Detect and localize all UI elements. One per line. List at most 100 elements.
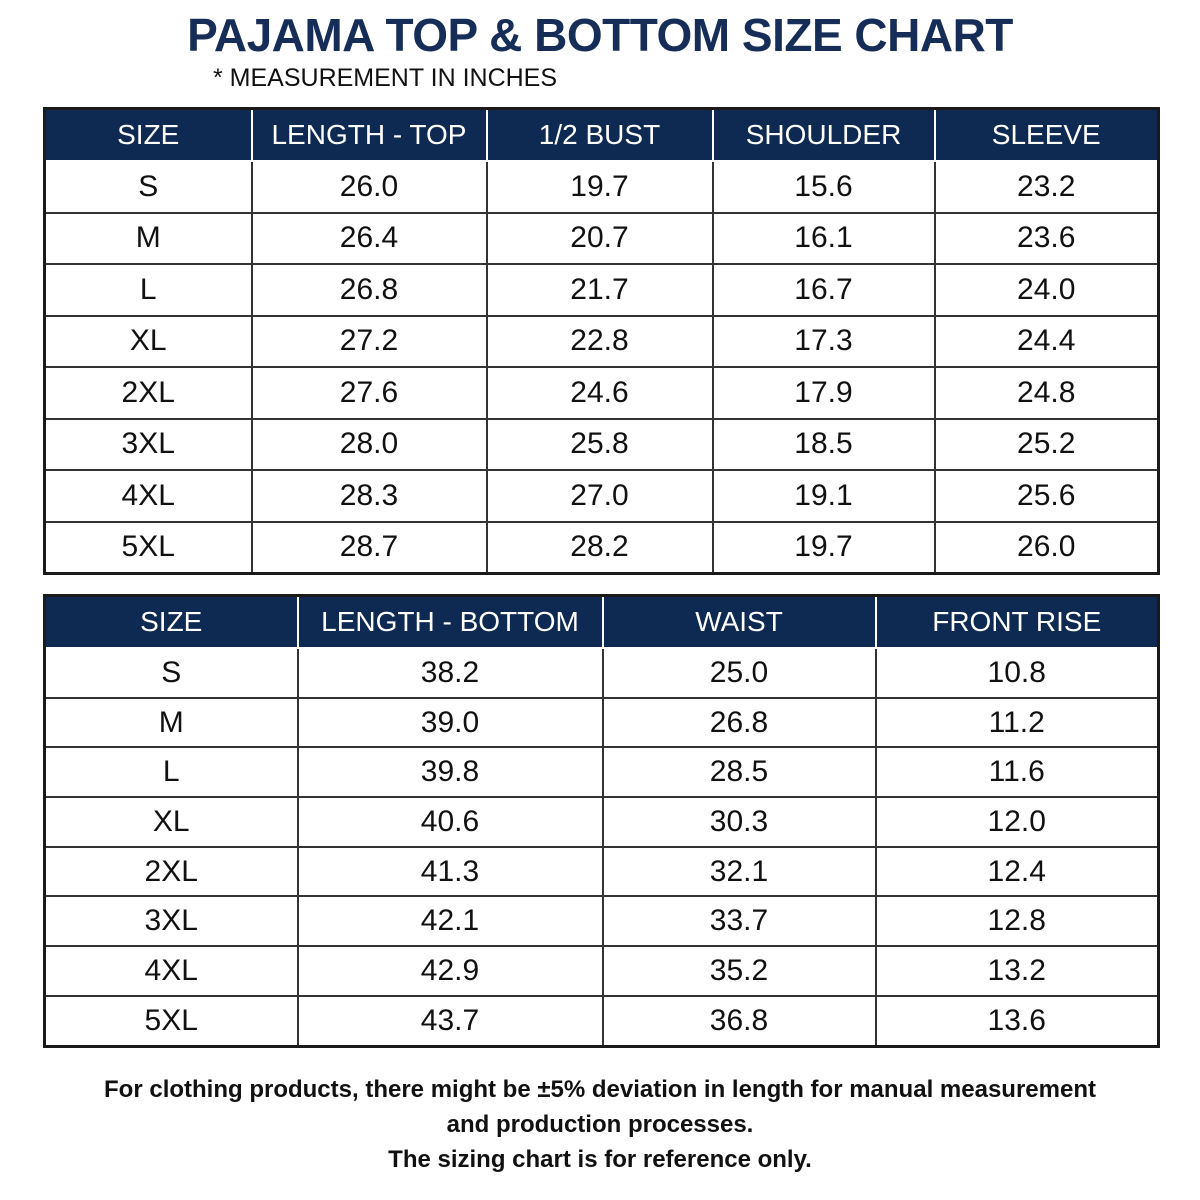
measurement-cell: 19.7 <box>711 520 936 575</box>
column-header: 1/2 BUST <box>485 107 714 162</box>
measurement-cell: 33.7 <box>601 895 877 948</box>
measurement-cell: 28.0 <box>250 417 488 471</box>
measurement-cell: 17.9 <box>711 366 936 420</box>
measurement-cell: 25.6 <box>933 469 1160 523</box>
size-cell: 3XL <box>43 895 299 948</box>
table-row: M 26.4 20.7 16.1 23.6 <box>43 211 1160 265</box>
measurement-cell: 11.2 <box>874 696 1160 749</box>
size-cell: 4XL <box>43 469 253 523</box>
table-row: 4XL 28.3 27.0 19.1 25.6 <box>43 469 1160 523</box>
measurement-cell: 24.8 <box>933 366 1160 420</box>
column-header: WAIST <box>601 594 877 649</box>
table-row: 2XL 41.3 32.1 12.4 <box>43 845 1160 898</box>
size-cell: XL <box>43 796 299 848</box>
measurement-cell: 28.3 <box>250 469 488 523</box>
measurement-cell: 23.6 <box>933 211 1160 265</box>
table-row: 5XL 28.7 28.2 19.7 26.0 <box>43 520 1160 575</box>
measurement-cell: 36.8 <box>601 994 877 1048</box>
column-header: SLEEVE <box>933 107 1160 162</box>
header-row: SIZE LENGTH - BOTTOM WAIST FRONT RISE <box>43 594 1160 649</box>
footer: For clothing products, there might be ±5… <box>0 1072 1200 1177</box>
column-header: LENGTH - TOP <box>250 107 488 162</box>
measurement-cell: 13.6 <box>874 994 1160 1048</box>
measurement-cell: 16.7 <box>711 263 936 317</box>
title: PAJAMA TOP & BOTTOM SIZE CHART <box>187 9 1013 61</box>
size-cell: 2XL <box>43 366 253 420</box>
size-cell: 3XL <box>43 417 253 471</box>
size-cell: L <box>43 746 299 799</box>
table-row: S 38.2 25.0 10.8 <box>43 647 1160 699</box>
header-row: SIZE LENGTH - TOP 1/2 BUST SHOULDER SLEEVE <box>43 107 1160 162</box>
measurement-cell: 21.7 <box>485 263 714 317</box>
measurement-cell: 25.8 <box>485 417 714 471</box>
table-row: 3XL 42.1 33.7 12.8 <box>43 895 1160 948</box>
footer-line: The sizing chart is for reference only. <box>388 1146 812 1173</box>
measurement-cell: 24.0 <box>933 263 1160 317</box>
measurement-cell: 42.9 <box>296 945 604 997</box>
measurement-cell: 26.0 <box>933 520 1160 575</box>
measurement-cell: 11.6 <box>874 746 1160 799</box>
subtitle: * MEASUREMENT IN INCHES <box>213 64 558 92</box>
measurement-cell: 19.1 <box>711 469 936 523</box>
column-header: LENGTH - BOTTOM <box>296 594 604 649</box>
measurement-cell: 38.2 <box>296 647 604 699</box>
measurement-cell: 27.6 <box>250 366 488 420</box>
measurement-cell: 24.4 <box>933 314 1160 368</box>
measurement-cell: 25.0 <box>601 647 877 699</box>
measurement-cell: 30.3 <box>601 796 877 848</box>
measurement-cell: 26.8 <box>250 263 488 317</box>
column-header: FRONT RISE <box>874 594 1160 649</box>
measurement-cell: 26.4 <box>250 211 488 265</box>
column-header: SIZE <box>43 107 253 162</box>
table-row: XL 27.2 22.8 17.3 24.4 <box>43 314 1160 368</box>
size-cell: L <box>43 263 253 317</box>
measurement-cell: 13.2 <box>874 945 1160 997</box>
measurement-cell: 26.8 <box>601 696 877 749</box>
measurement-cell: 20.7 <box>485 211 714 265</box>
column-header: SHOULDER <box>711 107 936 162</box>
measurement-cell: 42.1 <box>296 895 604 948</box>
measurement-cell: 39.0 <box>296 696 604 749</box>
top-size-table: SIZE LENGTH - TOP 1/2 BUST SHOULDER SLEEVE S 2… <box>43 107 1160 575</box>
bottom-size-table: SIZE LENGTH - BOTTOM WAIST FRONT RISE S 38.2 2… <box>43 594 1160 1048</box>
size-cell: 5XL <box>43 994 299 1048</box>
size-cell: 5XL <box>43 520 253 575</box>
size-cell: S <box>43 160 253 214</box>
size-cell: M <box>43 696 299 749</box>
measurement-cell: 23.2 <box>933 160 1160 214</box>
measurement-cell: 28.2 <box>485 520 714 575</box>
measurement-cell: 41.3 <box>296 845 604 898</box>
measurement-cell: 10.8 <box>874 647 1160 699</box>
table-row: L 26.8 21.7 16.7 24.0 <box>43 263 1160 317</box>
table-row: 3XL 28.0 25.8 18.5 25.2 <box>43 417 1160 471</box>
measurement-cell: 28.7 <box>250 520 488 575</box>
size-cell: 4XL <box>43 945 299 997</box>
footer-line: and production processes. <box>446 1111 754 1138</box>
table-row: L 39.8 28.5 11.6 <box>43 746 1160 799</box>
size-cell: S <box>43 647 299 699</box>
size-cell: M <box>43 211 253 265</box>
table-row: XL 40.6 30.3 12.0 <box>43 796 1160 848</box>
measurement-cell: 12.0 <box>874 796 1160 848</box>
column-header: SIZE <box>43 594 299 649</box>
table-row: M 39.0 26.8 11.2 <box>43 696 1160 749</box>
footer-line: For clothing products, there might be ±5… <box>104 1076 1096 1103</box>
measurement-cell: 12.8 <box>874 895 1160 948</box>
measurement-cell: 12.4 <box>874 845 1160 898</box>
measurement-cell: 32.1 <box>601 845 877 898</box>
measurement-cell: 27.0 <box>485 469 714 523</box>
measurement-cell: 16.1 <box>711 211 936 265</box>
size-cell: XL <box>43 314 253 368</box>
table-row: 5XL 43.7 36.8 13.6 <box>43 994 1160 1048</box>
measurement-cell: 35.2 <box>601 945 877 997</box>
measurement-cell: 26.0 <box>250 160 488 214</box>
measurement-cell: 22.8 <box>485 314 714 368</box>
measurement-cell: 19.7 <box>485 160 714 214</box>
measurement-cell: 15.6 <box>711 160 936 214</box>
size-cell: 2XL <box>43 845 299 898</box>
measurement-cell: 40.6 <box>296 796 604 848</box>
measurement-cell: 28.5 <box>601 746 877 799</box>
table-row: 4XL 42.9 35.2 13.2 <box>43 945 1160 997</box>
measurement-cell: 39.8 <box>296 746 604 799</box>
